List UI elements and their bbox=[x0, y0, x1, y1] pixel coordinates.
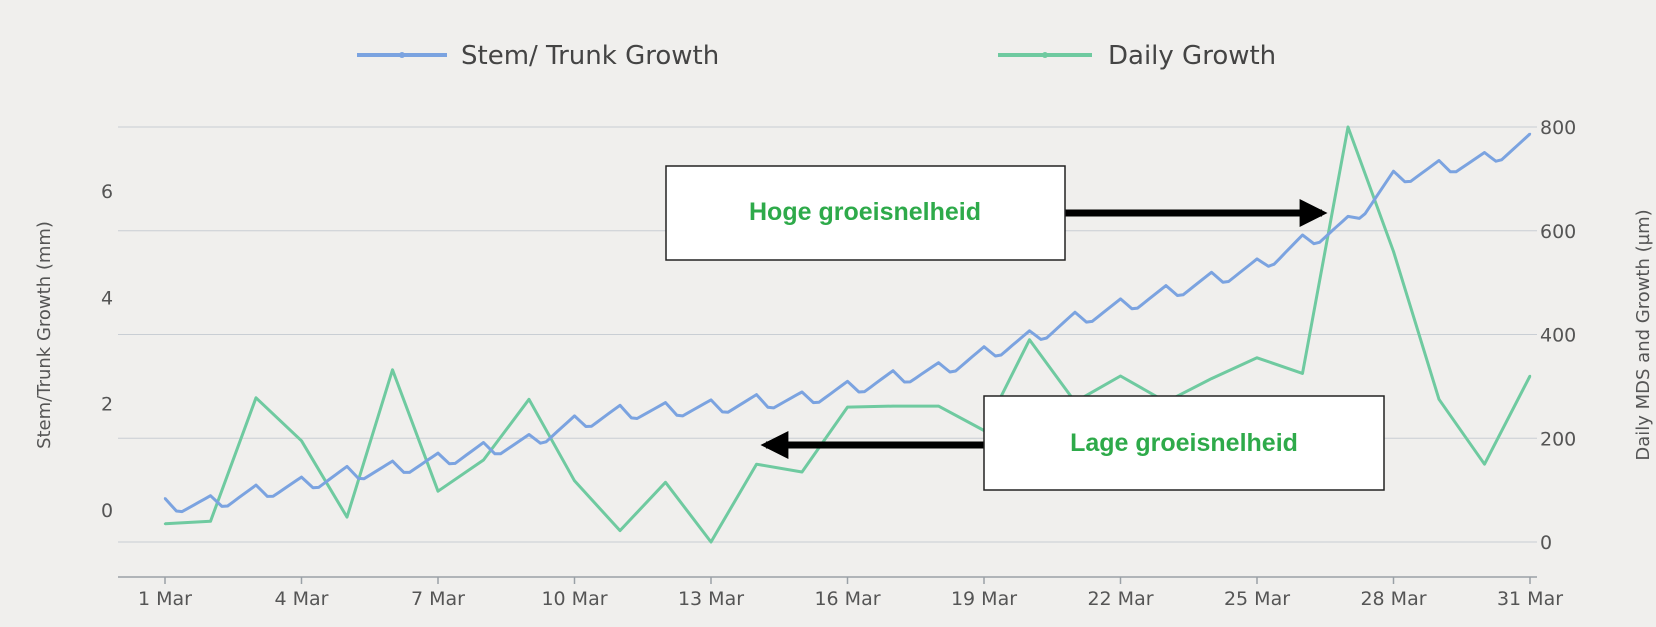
y-right-tick-label: 200 bbox=[1540, 428, 1576, 450]
y-left-tick-label: 0 bbox=[101, 500, 113, 522]
y-right-tick-label: 800 bbox=[1540, 117, 1576, 139]
daily-growth-point bbox=[1483, 462, 1486, 466]
series-layer bbox=[163, 125, 1532, 544]
annotation-high-box bbox=[665, 165, 1066, 261]
y-right-tick-label: 0 bbox=[1540, 532, 1552, 554]
x-tick-label: 19 Mar bbox=[951, 588, 1017, 610]
daily-growth-point bbox=[1528, 374, 1532, 378]
legend-label-stem-growth: Stem/ Trunk Growth bbox=[461, 41, 719, 71]
annotation-high-growth: Hoge groeisnelheid bbox=[665, 165, 1328, 261]
daily-growth-point bbox=[1346, 125, 1350, 129]
stem-growth-point bbox=[1028, 329, 1031, 332]
daily-growth-point bbox=[1437, 398, 1441, 401]
daily-growth-point bbox=[300, 439, 303, 443]
x-tick-label: 1 Mar bbox=[138, 588, 192, 610]
daily-growth-point bbox=[1255, 356, 1259, 360]
daily-growth-point bbox=[618, 529, 622, 532]
daily-growth-point bbox=[800, 470, 804, 474]
daily-growth-point bbox=[482, 458, 485, 462]
daily-growth-point bbox=[345, 515, 349, 519]
stem-growth-point bbox=[1164, 284, 1168, 287]
daily-growth-point bbox=[163, 522, 167, 526]
annotation-low-box bbox=[983, 395, 1385, 491]
x-tick-label: 13 Mar bbox=[678, 588, 744, 610]
daily-growth-point bbox=[1119, 374, 1122, 378]
stem-growth-point bbox=[482, 441, 485, 444]
stem-growth-point bbox=[436, 451, 440, 455]
daily-growth-point bbox=[391, 368, 394, 371]
y-axis-left: 0 2 4 6 bbox=[101, 181, 113, 522]
stem-growth-point bbox=[709, 398, 713, 402]
annotation-high-label: Hoge groeisnelheid bbox=[749, 198, 981, 226]
stem-growth-point bbox=[1210, 271, 1213, 274]
legend-label-daily-growth: Daily Growth bbox=[1108, 41, 1276, 71]
stem-growth-point bbox=[664, 401, 667, 404]
daily-growth-point bbox=[664, 481, 667, 484]
stem-growth-point bbox=[618, 404, 622, 407]
daily-growth-point bbox=[527, 398, 531, 401]
legend: Stem/ Trunk Growth Daily Growth bbox=[357, 41, 1276, 71]
x-tick-label: 16 Mar bbox=[814, 588, 880, 610]
stem-growth-point bbox=[1119, 297, 1122, 301]
stem-growth-point bbox=[300, 475, 303, 479]
stem-growth-point bbox=[1392, 169, 1395, 173]
stem-growth-point bbox=[982, 345, 986, 348]
daily-growth-point bbox=[1210, 377, 1213, 380]
x-tick-label: 10 Mar bbox=[541, 588, 607, 610]
daily-growth-point bbox=[846, 405, 849, 409]
daily-growth-point bbox=[436, 489, 440, 493]
stem-growth-point bbox=[1437, 159, 1441, 162]
stem-growth-point bbox=[1483, 151, 1486, 154]
y-right-tick-label: 400 bbox=[1540, 325, 1576, 347]
x-tick-label: 22 Mar bbox=[1087, 588, 1153, 610]
daily-growth-point bbox=[209, 520, 212, 523]
daily-growth-point bbox=[755, 462, 758, 466]
x-tick-label: 4 Mar bbox=[275, 588, 329, 610]
annotation-low-label: Lage groeisnelheid bbox=[1070, 429, 1298, 457]
stem-growth-point bbox=[755, 393, 758, 396]
x-tick-label: 28 Mar bbox=[1360, 588, 1426, 610]
y-right-tick-label: 600 bbox=[1540, 221, 1576, 243]
stem-growth-point bbox=[573, 414, 576, 418]
stem-growth-point bbox=[937, 361, 940, 364]
stem-growth-point bbox=[391, 459, 394, 463]
daily-growth-point bbox=[573, 479, 576, 482]
daily-growth-point bbox=[1392, 250, 1395, 253]
annotation-low-growth: Lage groeisnelheid bbox=[760, 395, 1385, 491]
daily-growth-point bbox=[709, 540, 713, 544]
y-left-tick-label: 2 bbox=[101, 394, 113, 416]
legend-marker-daily-growth bbox=[1042, 52, 1048, 58]
x-tick-label: 31 Mar bbox=[1497, 588, 1563, 610]
x-tick-label: 7 Mar bbox=[411, 588, 465, 610]
stem-growth-point bbox=[1346, 215, 1350, 218]
y-axis-right: 0 200 400 600 800 bbox=[1540, 117, 1576, 554]
stem-growth-point bbox=[527, 433, 531, 436]
stem-growth-point bbox=[1073, 310, 1077, 314]
stem-growth-point bbox=[254, 483, 258, 487]
daily-growth-point bbox=[937, 404, 940, 408]
daily-growth-point bbox=[1301, 372, 1304, 375]
y-left-tick-label: 6 bbox=[101, 181, 113, 203]
daily-growth-point bbox=[891, 404, 895, 408]
stem-growth-point bbox=[846, 380, 849, 383]
x-tick-label: 25 Mar bbox=[1224, 588, 1290, 610]
daily-growth-point bbox=[254, 396, 258, 399]
stem-growth-point bbox=[1528, 132, 1532, 136]
daily-growth-point bbox=[1028, 338, 1031, 341]
stem-growth-point bbox=[891, 369, 895, 372]
y-left-tick-label: 4 bbox=[101, 287, 113, 309]
x-axis: 1 Mar 4 Mar 7 Mar 10 Mar 13 Mar 16 Mar 19 Mar 2… bbox=[138, 577, 1563, 610]
stem-growth-point bbox=[209, 494, 212, 497]
stem-growth-point bbox=[163, 497, 167, 500]
stem-growth-point bbox=[345, 465, 349, 468]
legend-marker-stem-growth bbox=[399, 52, 405, 58]
stem-growth-point bbox=[800, 390, 804, 394]
y-axis-right-title: Daily MDS and Growth (µm) bbox=[1633, 209, 1654, 460]
y-axis-left-title: Stem/Trunk Growth (mm) bbox=[34, 221, 55, 449]
stem-growth-point bbox=[1301, 233, 1304, 237]
stem-growth-point bbox=[1255, 257, 1259, 261]
